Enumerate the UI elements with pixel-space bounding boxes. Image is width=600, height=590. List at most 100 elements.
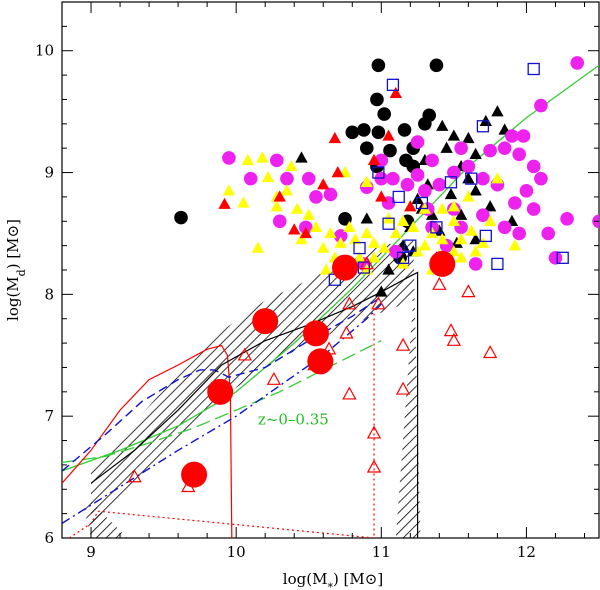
magenta-circles-point-41 <box>270 153 284 168</box>
yellow-triangles-point-19 <box>389 226 402 239</box>
blue-open-squares-point-12 <box>491 257 504 271</box>
magenta-circles-point-45 <box>476 208 490 222</box>
magenta-circles-point-18 <box>483 143 497 158</box>
magenta-circles-point-10 <box>476 171 490 186</box>
blue-open-squares-point-11 <box>396 251 410 264</box>
yellow-triangles-point-52 <box>454 233 468 245</box>
magenta-circles-point-13 <box>432 177 447 192</box>
red-open-triangles-point-6 <box>339 325 354 339</box>
yellow-triangles-point-15 <box>360 226 373 239</box>
x-tick-label-12: 12 <box>517 543 536 561</box>
red-big-circles-point-3 <box>302 320 329 347</box>
blue-open-squares-point-0 <box>386 78 400 91</box>
magenta-circles-point-42 <box>222 151 236 165</box>
red-triangles-filled-point-10 <box>317 178 330 190</box>
x-axis-label: log(M*) [M⊙] <box>283 570 383 590</box>
black-circles-point-11 <box>359 141 374 155</box>
y-tick-label-7: 7 <box>44 407 54 425</box>
black-triangles-point-24 <box>382 263 395 275</box>
yellow-triangles-point-18 <box>378 241 391 253</box>
magenta-circles-point-16 <box>425 153 439 168</box>
x-tick-label-11: 11 <box>372 543 391 561</box>
blue-open-squares-point-16 <box>465 172 478 185</box>
x-tick-label-10: 10 <box>227 543 246 561</box>
blue-open-squares-point-14 <box>556 251 569 264</box>
black-circles-point-3 <box>371 58 386 73</box>
yellow-triangles-point-41 <box>491 172 504 184</box>
yellow-triangles-point-28 <box>465 224 478 236</box>
black-triangles-point-9 <box>436 119 449 131</box>
yellow-triangles-point-29 <box>469 245 482 257</box>
magenta-circles-point-3 <box>505 129 519 143</box>
redshift-annotation: z~0–0.35 <box>258 411 329 429</box>
magenta-circles-point-12 <box>447 165 461 180</box>
black-triangles-point-18 <box>454 208 468 220</box>
red-triangles-filled-point-2 <box>299 226 313 239</box>
red-open-triangles-point-17 <box>461 284 476 298</box>
black-circles-point-5 <box>370 92 384 107</box>
red-big-circles-point-2 <box>252 308 279 335</box>
red-triangles-filled-point-0 <box>218 197 231 209</box>
black-triangles-point-16 <box>483 200 497 212</box>
yellow-triangles-point-35 <box>411 245 424 257</box>
red-triangles-filled-point-4 <box>328 131 342 144</box>
magenta-circles-point-37 <box>301 171 316 186</box>
magenta-circles-point-34 <box>333 229 348 243</box>
red-triangles-filled-point-6 <box>382 129 395 141</box>
yellow-triangles-point-11 <box>334 236 347 248</box>
blue-open-squares-point-10 <box>430 221 443 234</box>
yellow-triangles-point-37 <box>367 251 381 263</box>
magenta-circles-point-24 <box>497 220 512 235</box>
black-triangles-point-0 <box>295 151 308 163</box>
black-circles-point-19 <box>338 212 352 226</box>
yellow-triangles-point-49 <box>295 233 308 245</box>
blue-dotdash-model <box>62 303 382 524</box>
red-big-circles-point-5 <box>332 254 359 281</box>
magenta-circles-point-22 <box>560 212 574 226</box>
magenta-circles-point-40 <box>280 171 294 186</box>
red-open-triangles-point-8 <box>366 425 382 439</box>
red-big-circles-point-6 <box>429 250 456 277</box>
red-open-triangles-point-19 <box>342 296 357 310</box>
magenta-circles-point-17 <box>454 141 468 155</box>
magenta-circles-point-39 <box>272 214 287 229</box>
y-axis-label: log(Md) [M⊙] <box>4 219 28 321</box>
red-open-triangles-point-13 <box>432 276 447 290</box>
magenta-circles-point-51 <box>386 171 400 186</box>
black-circles-point-0 <box>174 210 188 225</box>
blue-open-squares-point-17 <box>415 196 429 210</box>
magenta-circles-point-0 <box>570 56 585 70</box>
red-triangles-filled-point-11 <box>273 190 286 202</box>
yellow-triangles-point-8 <box>302 208 315 220</box>
black-triangles-point-13 <box>491 105 504 117</box>
yellow-triangles-point-30 <box>476 236 490 248</box>
hatch-band-area <box>91 239 421 538</box>
magenta-circles-point-32 <box>389 244 403 259</box>
red-open-triangles-point-12 <box>395 381 411 395</box>
yellow-triangles-point-9 <box>309 220 323 233</box>
red-triangles-filled-point-7 <box>389 86 402 99</box>
black-circles-point-2 <box>357 123 371 137</box>
yellow-triangles-point-45 <box>285 159 298 172</box>
red-open-triangles-point-7 <box>342 386 357 400</box>
red-open-triangles-point-3 <box>266 371 282 385</box>
yellow-triangles-point-32 <box>454 251 468 263</box>
red-triangles-filled-point-1 <box>288 223 301 235</box>
yellow-triangles-point-42 <box>508 239 521 251</box>
yellow-triangles-point-10 <box>324 226 337 239</box>
black-triangles-point-11 <box>469 147 482 159</box>
black-triangles-point-29 <box>360 212 373 224</box>
yellow-triangles-point-38 <box>319 263 333 275</box>
blue-open-squares-point-9 <box>404 239 417 252</box>
magenta-circles-point-21 <box>541 226 556 241</box>
yellow-triangles-point-17 <box>367 236 381 248</box>
magenta-circles-point-4 <box>497 141 512 155</box>
yellow-triangles-point-16 <box>353 251 366 263</box>
black-circles-point-6 <box>377 107 392 121</box>
yellow-triangles-point-53 <box>360 175 373 187</box>
blue-open-squares-point-15 <box>444 176 458 189</box>
green-solid-fit <box>62 64 599 472</box>
magenta-circles-point-5 <box>512 147 526 162</box>
black-triangles-point-30 <box>469 233 482 245</box>
yellow-triangles-point-39 <box>447 200 461 212</box>
